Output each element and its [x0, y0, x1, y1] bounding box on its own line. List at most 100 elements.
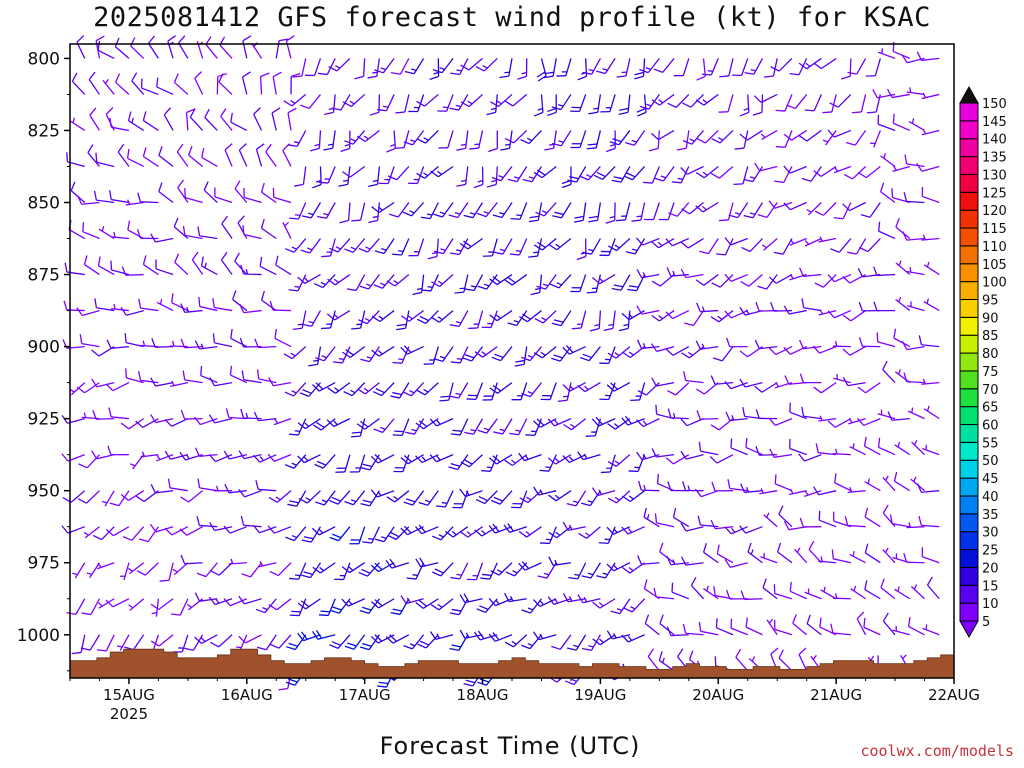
colorbar-label: 100 [982, 276, 1007, 291]
barb-half-feather [775, 382, 780, 388]
barb-half-feather [614, 460, 620, 465]
barb-feather [562, 384, 571, 392]
barb-feather [387, 175, 397, 181]
barb-feather [392, 391, 402, 396]
barb-staff [322, 454, 336, 469]
wind-barb [194, 447, 218, 458]
wind-barb [507, 166, 528, 183]
barb-staff [847, 490, 866, 493]
barb-staff [877, 51, 896, 60]
barb-staff [703, 588, 719, 600]
wind-barb [801, 298, 822, 312]
colorbar-box [959, 352, 979, 372]
barb-feather [342, 351, 351, 359]
barb-staff [332, 130, 336, 149]
barb-feather [488, 633, 496, 642]
barb-feather [680, 241, 689, 249]
wind-barb [533, 418, 557, 428]
wind-barb [310, 130, 322, 152]
wind-barb [552, 202, 572, 219]
wind-barb [367, 58, 381, 79]
barb-feather [400, 595, 407, 604]
barb-feather [500, 147, 510, 151]
wind-barb [417, 634, 439, 649]
barb-half-feather [731, 415, 735, 421]
barb-staff [475, 562, 484, 580]
barb-staff [656, 454, 675, 458]
barb-half-feather [455, 104, 462, 108]
barb-staff [907, 305, 925, 312]
wind-barb [371, 598, 395, 609]
wind-barb [185, 108, 196, 131]
barb-feather [284, 391, 294, 397]
barb-feather [331, 107, 342, 111]
barb-staff [327, 166, 336, 184]
wind-barb [916, 51, 940, 62]
wind-barb [865, 58, 881, 77]
barb-half-feather [556, 282, 562, 286]
barb-staff [425, 634, 439, 649]
wind-barb [71, 72, 86, 95]
barb-feather [774, 474, 777, 484]
wind-barb [489, 382, 513, 394]
y-tick-label: 850 [28, 194, 60, 214]
barb-staff [417, 238, 425, 256]
barb-staff [170, 454, 189, 460]
barb-half-feather [499, 212, 505, 215]
barb-feather [521, 392, 531, 398]
barb-staff [177, 187, 189, 203]
barb-feather [329, 536, 339, 542]
barb-feather [234, 180, 241, 190]
wind-barb [159, 562, 174, 582]
barb-feather [903, 192, 908, 202]
wind-barb [150, 484, 174, 494]
barb-feather [680, 268, 687, 278]
wind-barb [86, 562, 101, 579]
barb-feather [301, 215, 312, 219]
barb-staff [441, 202, 454, 218]
barb-staff [258, 378, 277, 384]
barb-feather [390, 395, 400, 399]
barb-feather [400, 346, 408, 355]
barb-staff [923, 300, 940, 312]
wind-barb [769, 448, 793, 458]
barb-staff [850, 588, 866, 600]
barb-staff [185, 112, 189, 131]
credit-link[interactable]: coolwx.com/models [860, 742, 1014, 760]
wind-barb [351, 202, 366, 222]
wind-barb [438, 130, 454, 149]
wind-barb [415, 598, 439, 609]
barb-staff [620, 166, 631, 183]
barb-staff [424, 382, 439, 396]
barb-staff [392, 634, 410, 644]
wind-barb [822, 130, 837, 146]
barb-feather [628, 285, 639, 288]
barb-staff [163, 114, 174, 131]
barb-feather [346, 288, 357, 292]
barb-staff [856, 238, 867, 255]
wind-barb [137, 192, 159, 204]
barb-feather [288, 678, 298, 683]
barb-half-feather [645, 66, 651, 71]
barb-staff [117, 151, 130, 167]
terrain-layer [69, 648, 955, 679]
barb-half-feather [672, 270, 676, 277]
barb-half-feather [304, 422, 310, 427]
wind-barb [252, 524, 277, 534]
barb-staff [559, 634, 572, 650]
barb-feather [475, 498, 486, 505]
wind-barb [695, 93, 719, 106]
barb-feather [509, 432, 519, 436]
barb-half-feather [378, 315, 384, 320]
barb-staff [140, 454, 159, 458]
barb-staff [174, 81, 189, 95]
barb-feather [174, 253, 180, 263]
barb-feather [400, 315, 410, 322]
barb-half-feather [97, 562, 102, 568]
barb-half-feather [898, 260, 902, 266]
barb-staff [446, 94, 454, 112]
barb-half-feather [702, 171, 708, 176]
barb-half-feather [569, 456, 574, 462]
barb-feather [747, 542, 752, 553]
barb-staff [218, 562, 233, 576]
